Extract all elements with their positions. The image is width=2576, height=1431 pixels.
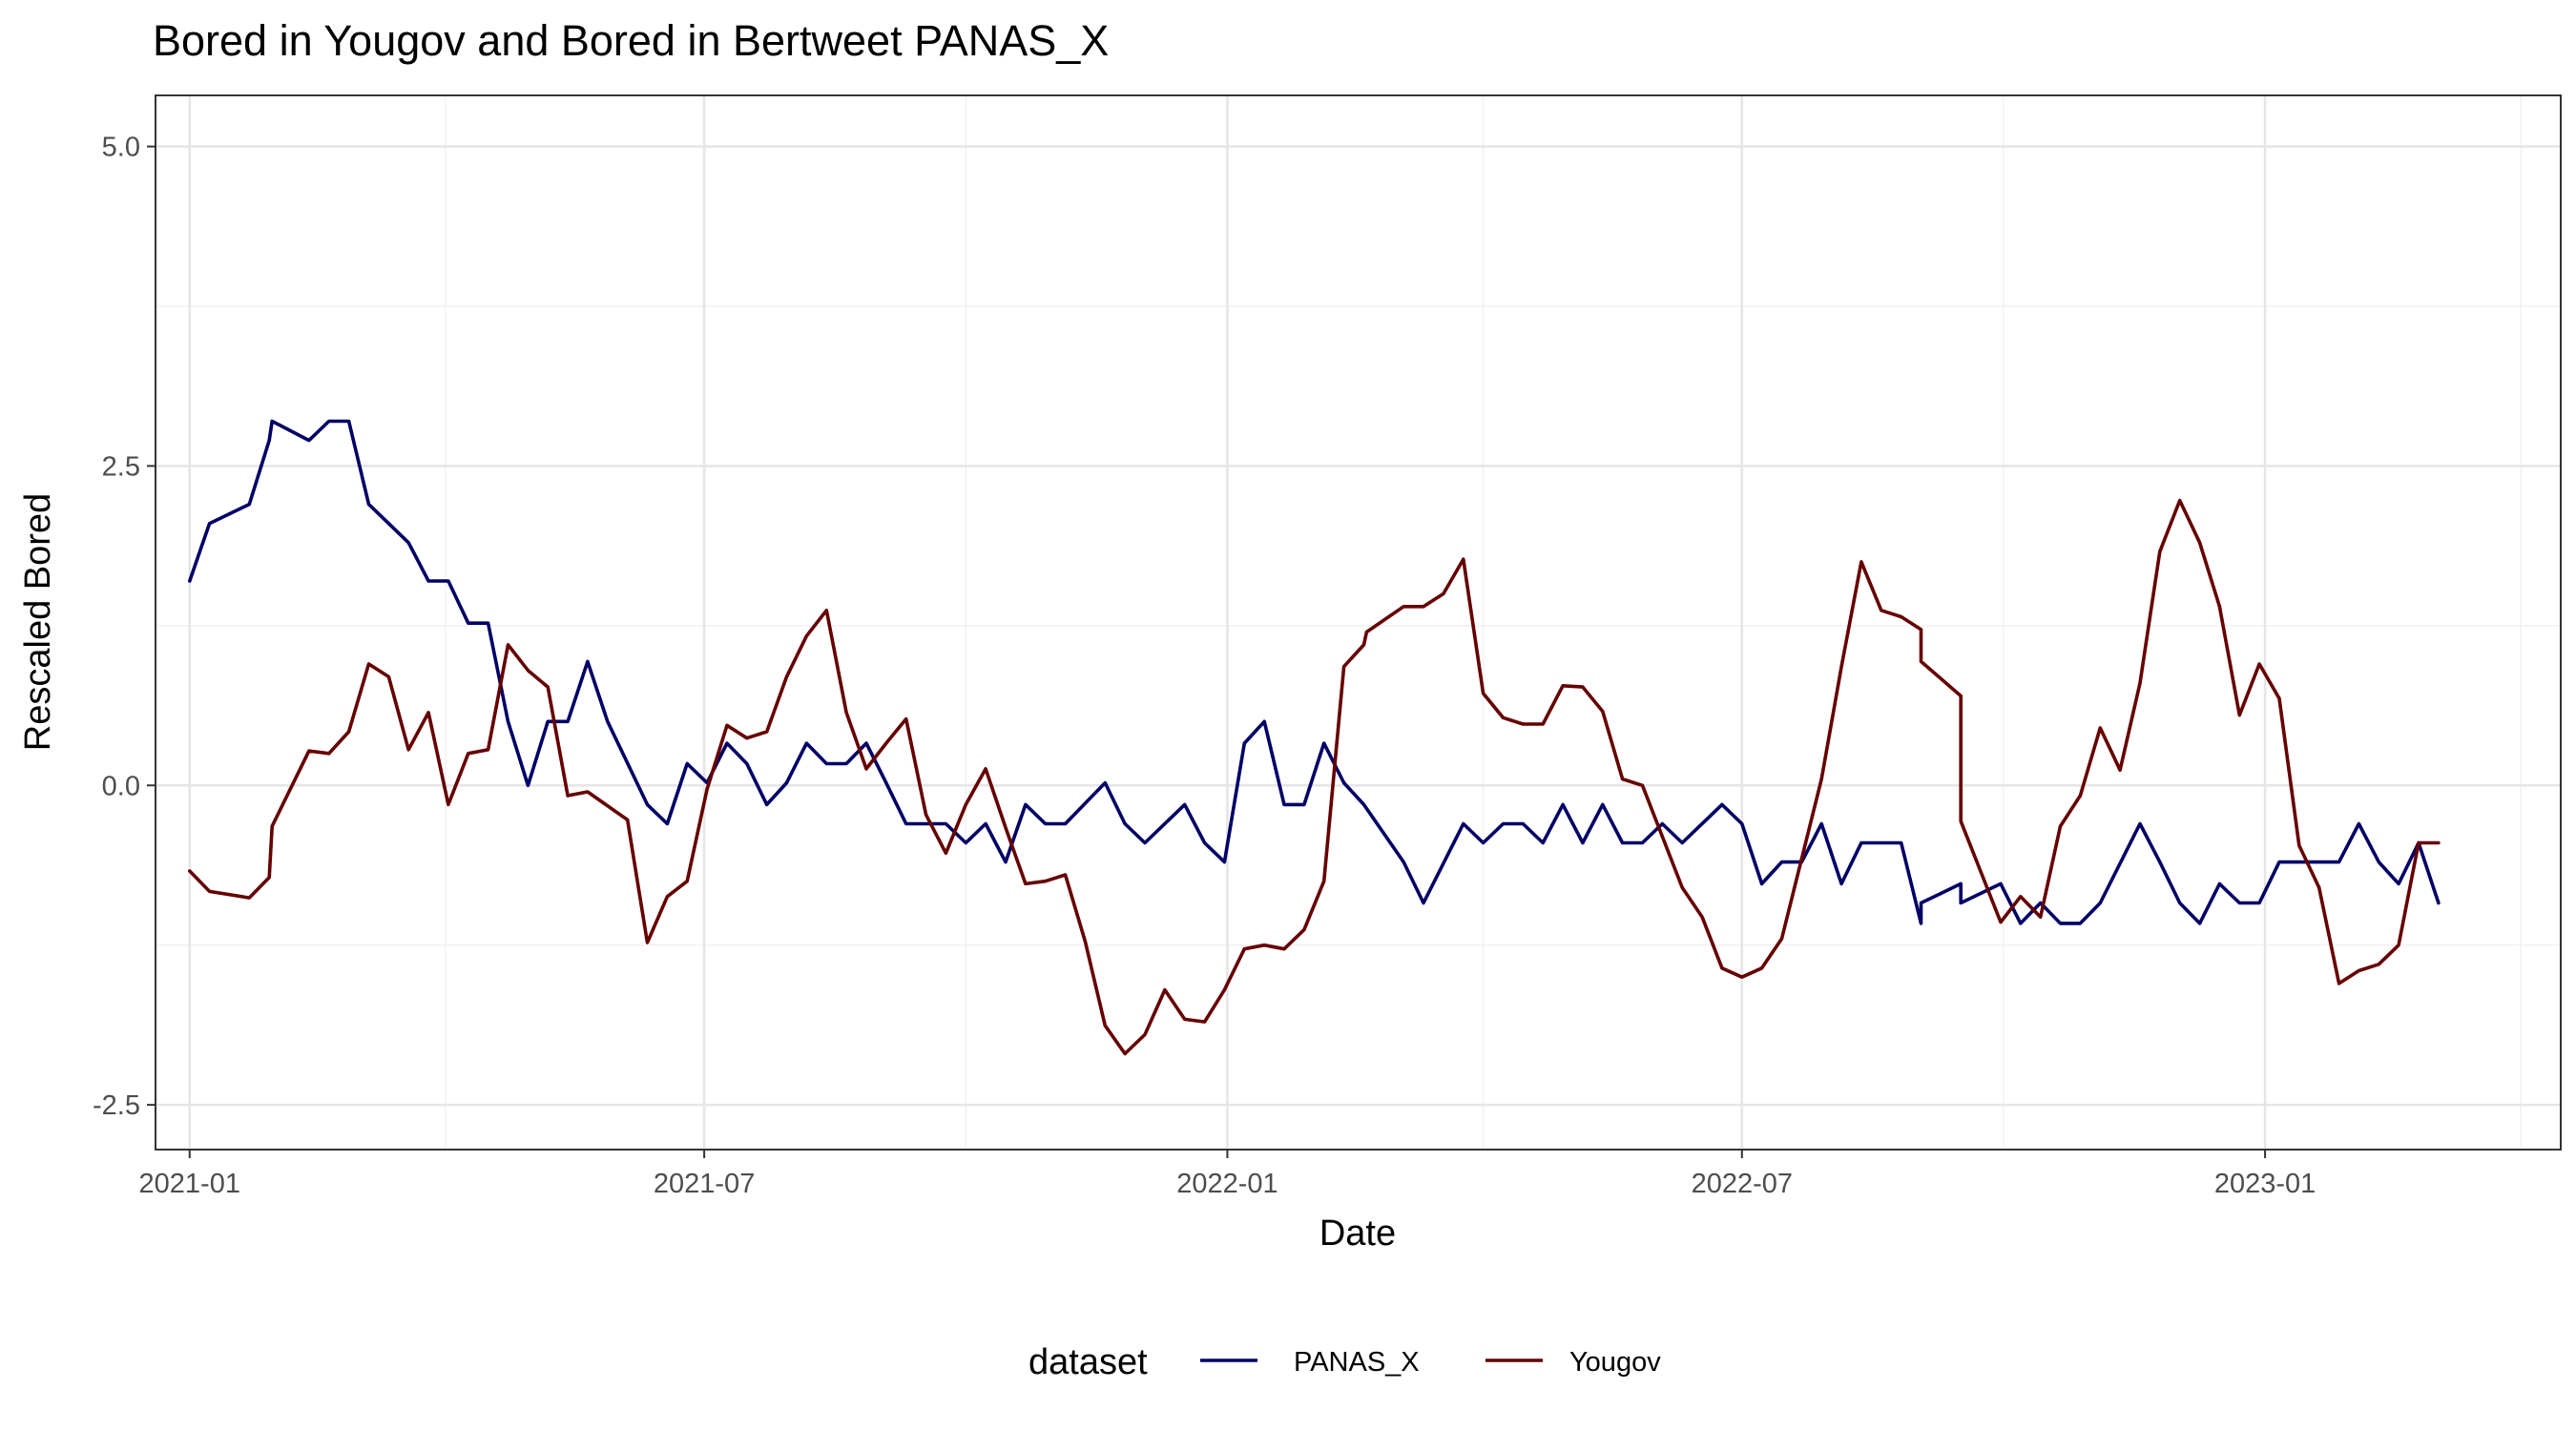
series-line-panas-x — [188, 419, 2441, 925]
y-tick-label: 5.0 — [102, 133, 140, 163]
x-tick-label: 2022-01 — [1176, 1169, 1278, 1199]
x-tick-label: 2023-01 — [2214, 1169, 2316, 1199]
y-tick-label: 0.0 — [102, 771, 140, 801]
x-tick-label: 2021-01 — [139, 1169, 240, 1199]
legend-label-panas-x: PANAS_X — [1294, 1347, 1420, 1378]
y-tick-label: -2.5 — [93, 1090, 140, 1121]
chart-title: Bored in Yougov and Bored in Bertweet PA… — [153, 16, 1109, 65]
grid — [156, 95, 2561, 1150]
series-line-yougov — [188, 498, 2441, 1056]
y-tick-label: 2.5 — [102, 451, 140, 482]
axes: -2.5 0.0 2.5 5.0 2021-01 2021-07 2022-01 2022-0… — [93, 133, 2316, 1199]
plot-lines — [188, 419, 2441, 1056]
x-axis-title: Date — [1319, 1213, 1396, 1254]
x-tick-label: 2022-07 — [1692, 1169, 1793, 1199]
y-axis-title: Rescaled Bored — [18, 493, 58, 751]
legend-title: dataset — [1028, 1342, 1148, 1382]
x-tick-label: 2021-07 — [654, 1169, 755, 1199]
legend-label-yougov: Yougov — [1569, 1347, 1661, 1378]
legend: dataset PANAS_X Yougov — [1028, 1342, 1661, 1382]
plot-panel-border — [155, 94, 2562, 1151]
